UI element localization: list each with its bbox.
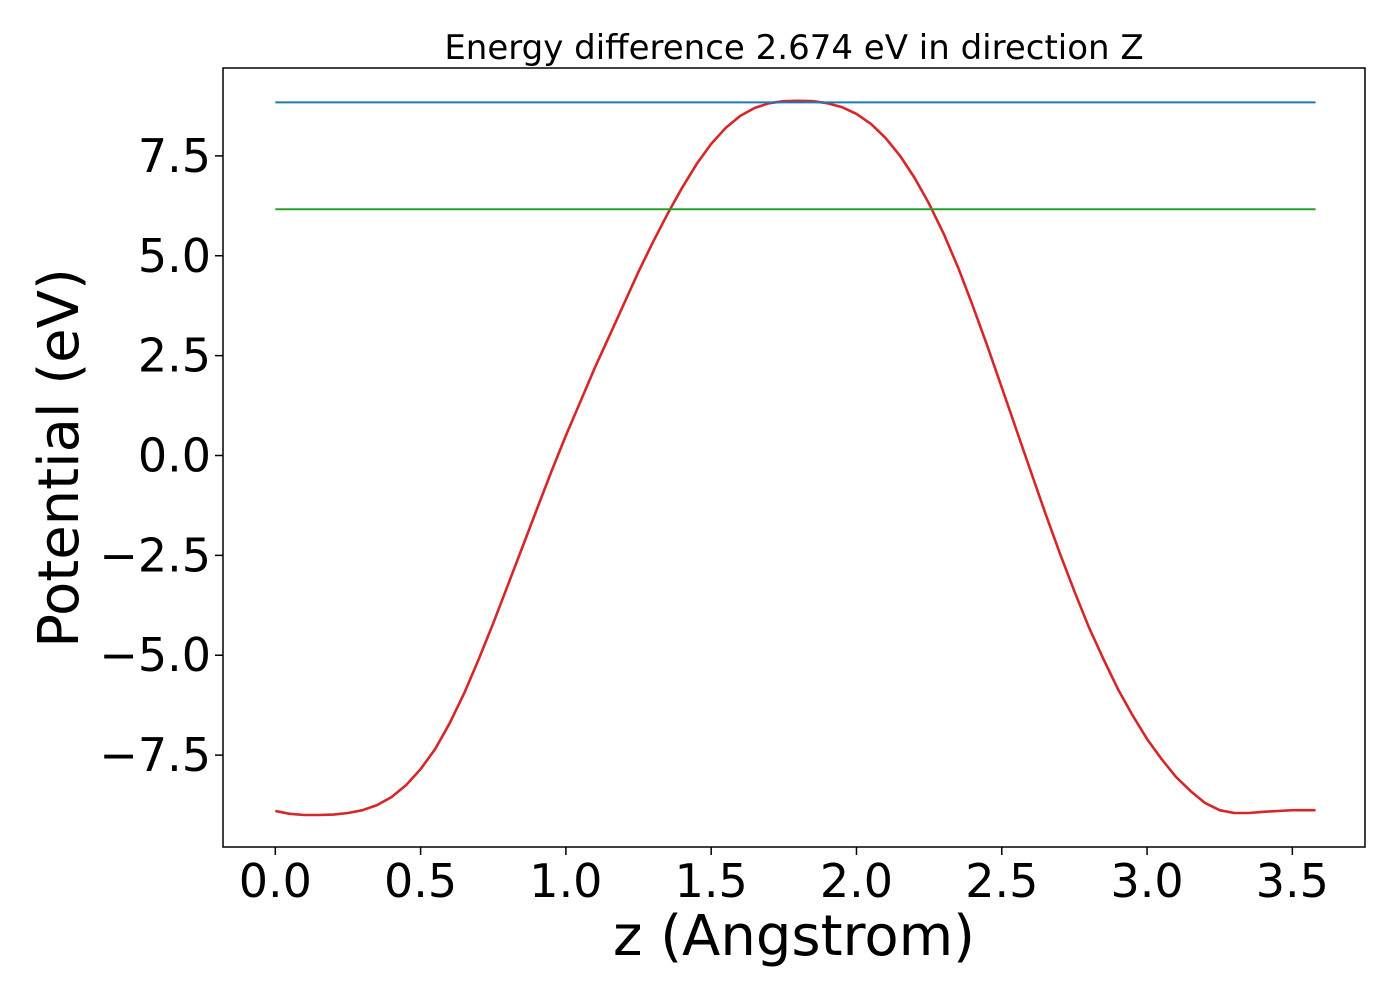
- x-tick-label: 0.5: [384, 854, 457, 908]
- y-tick-label: −2.5: [99, 528, 211, 582]
- y-tick-label: −5.0: [99, 628, 211, 682]
- y-tick-label: 2.5: [138, 329, 211, 383]
- y-axis-label: Potential (eV): [27, 268, 92, 648]
- y-tick-label: 0.0: [138, 429, 211, 483]
- x-tick-label: 3.0: [1110, 854, 1183, 908]
- x-tick-label: 2.0: [820, 854, 893, 908]
- potential-curve: [275, 99, 1316, 817]
- x-tick-label: 1.5: [675, 854, 748, 908]
- x-tick-label: 1.0: [529, 854, 602, 908]
- x-axis-ticks: 0.0 0.5 1.0 1.5 2.0 2.5 3.0 3.5: [239, 847, 1329, 908]
- plot-lines: [275, 99, 1316, 817]
- chart-title: Energy difference 2.674 eV in direction …: [444, 28, 1143, 68]
- x-tick-label: 2.5: [965, 854, 1038, 908]
- x-tick-label: 0.0: [239, 854, 312, 908]
- y-tick-label: 5.0: [138, 229, 211, 283]
- x-tick-label: 3.5: [1256, 854, 1329, 908]
- y-axis-ticks: −7.5 −5.0 −2.5 0.0 2.5 5.0 7.5: [99, 129, 223, 782]
- y-tick-label: 7.5: [138, 129, 211, 183]
- plot-frame: [222, 67, 1366, 848]
- y-tick-label: −7.5: [99, 728, 211, 782]
- x-axis-label: z (Angstrom): [613, 904, 975, 969]
